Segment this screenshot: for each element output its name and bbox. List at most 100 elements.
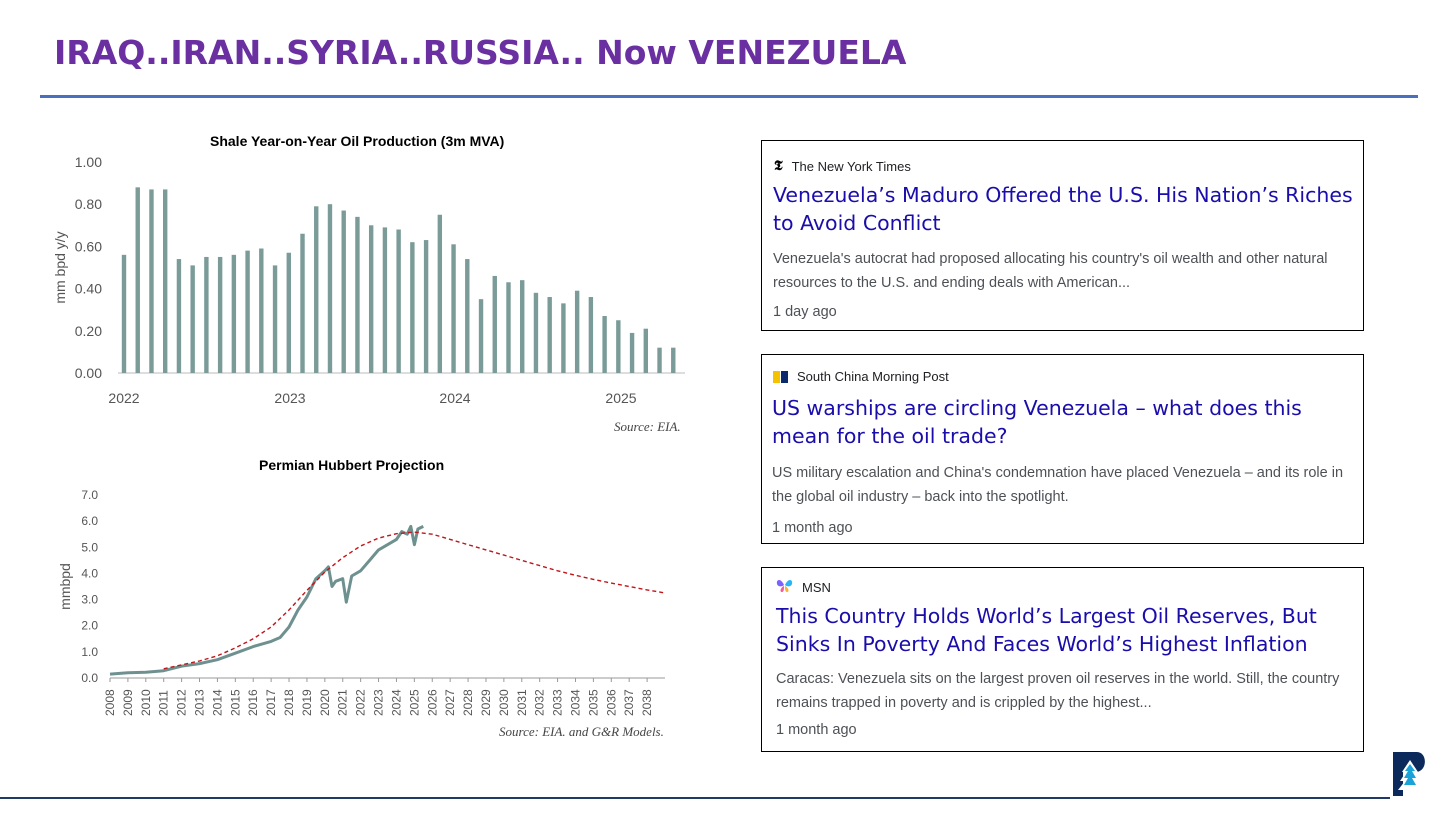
bar xyxy=(657,347,662,373)
x-tick-label: 2022 xyxy=(108,390,139,406)
age-text: 1 month ago xyxy=(776,722,857,738)
x-tick-label: 2012 xyxy=(175,689,189,716)
publisher-row: South China Morning Post xyxy=(773,369,949,384)
bar xyxy=(616,320,621,373)
x-tick-label: 2031 xyxy=(515,689,529,716)
y-tick-label: 0.0 xyxy=(81,671,98,685)
headline-link[interactable]: This Country Holds World’s Largest Oil R… xyxy=(776,604,1317,656)
bar xyxy=(259,248,264,373)
x-tick-label: 2008 xyxy=(103,689,117,716)
production-line xyxy=(109,524,424,676)
x-tick-label: 2018 xyxy=(282,689,296,716)
publisher-row: MSN xyxy=(776,578,831,596)
y-tick-label: 1.00 xyxy=(75,154,102,170)
y-tick-label: 0.60 xyxy=(75,238,102,254)
shale-chart-source: Source: EIA. xyxy=(614,419,681,434)
title-divider xyxy=(40,95,1418,98)
y-tick-label: 4.0 xyxy=(81,566,98,580)
y-axis-label: mm bpd y/y xyxy=(52,231,68,303)
y-tick-label: 1.0 xyxy=(81,645,98,659)
x-tick-label: 2009 xyxy=(121,689,135,716)
y-tick-label: 0.20 xyxy=(75,323,102,339)
x-tick-label: 2023 xyxy=(274,390,305,406)
age-text: 1 month ago xyxy=(772,520,853,536)
bar xyxy=(176,259,182,373)
bar xyxy=(286,252,291,373)
bar xyxy=(121,254,127,373)
x-tick-label: 2037 xyxy=(622,689,636,716)
x-tick-label: 2025 xyxy=(605,390,636,406)
bar xyxy=(588,297,594,373)
bar xyxy=(423,240,429,373)
projection-line xyxy=(163,531,666,670)
bar xyxy=(478,299,484,373)
bar xyxy=(451,244,456,373)
bar xyxy=(520,280,525,373)
x-tick-label: 2032 xyxy=(533,689,547,716)
bar xyxy=(368,225,374,373)
y-tick-label: 0.40 xyxy=(75,281,102,297)
x-tick-label: 2038 xyxy=(640,689,654,716)
headline-link[interactable]: US warships are circling Venezuela – wha… xyxy=(772,396,1302,448)
x-tick-label: 2035 xyxy=(586,689,600,716)
bar xyxy=(533,292,539,373)
x-tick-label: 2020 xyxy=(318,689,332,716)
headline-link[interactable]: Venezuela’s Maduro Offered the U.S. His … xyxy=(773,183,1353,235)
x-tick-label: 2023 xyxy=(372,689,386,716)
news-card-msn[interactable]: MSN This Country Holds World’s Largest O… xyxy=(761,567,1364,752)
x-tick-label: 2024 xyxy=(389,689,403,716)
permian-line-chart: 0.0 1.0 2.0 3.0 4.0 5.0 6.0 7.0 2008 2009 2010 2011… xyxy=(57,488,666,716)
x-tick-label: 2030 xyxy=(497,689,511,716)
y-axis-label: mmbpd xyxy=(57,563,73,610)
snippet-text: Venezuela's autocrat had proposed alloca… xyxy=(773,251,1328,291)
bar xyxy=(465,259,470,373)
bar xyxy=(314,206,319,373)
y-tick-label: 5.0 xyxy=(81,540,98,554)
bar xyxy=(149,189,154,373)
news-card-scmp[interactable]: South China Morning Post US warships are… xyxy=(761,354,1364,544)
bar xyxy=(300,233,305,373)
x-tick-label: 2027 xyxy=(443,689,457,716)
age-text: 1 day ago xyxy=(773,304,837,320)
bar xyxy=(245,250,250,373)
bar xyxy=(327,204,333,373)
x-tick-label: 2029 xyxy=(479,689,493,716)
bar xyxy=(643,328,649,373)
bar xyxy=(574,290,580,373)
bar xyxy=(190,265,195,373)
x-tick-label: 2025 xyxy=(407,689,421,716)
x-tick-label: 2016 xyxy=(246,689,260,716)
bar xyxy=(602,316,607,373)
y-tick-label: 3.0 xyxy=(81,593,98,607)
bar xyxy=(410,242,415,373)
publisher-name: The New York Times xyxy=(791,158,911,174)
x-tick-label: 2033 xyxy=(551,689,565,716)
bar xyxy=(162,189,168,373)
news-card-nyt[interactable]: 𝕿 The New York Times Venezuela’s Maduro … xyxy=(761,140,1364,331)
bar xyxy=(547,297,552,373)
bar xyxy=(561,303,566,373)
x-tick-label: 2021 xyxy=(336,689,350,716)
bar xyxy=(355,216,360,373)
x-tick-label: 2036 xyxy=(604,689,618,716)
bar xyxy=(671,347,676,373)
bar xyxy=(396,229,401,373)
bar xyxy=(382,227,388,373)
footer-divider xyxy=(0,797,1390,799)
page-title: IRAQ..IRAN..SYRIA..RUSSIA.. Now VENEZUEL… xyxy=(54,33,907,72)
publisher-name: South China Morning Post xyxy=(797,369,949,384)
bar xyxy=(135,187,140,373)
x-tick-label: 2024 xyxy=(439,390,470,406)
bar xyxy=(341,210,346,373)
publisher-row: 𝕿 The New York Times xyxy=(774,158,911,174)
scmp-logo-icon xyxy=(773,370,788,383)
bar xyxy=(272,265,278,373)
permian-chart-title: Permian Hubbert Projection xyxy=(259,457,445,473)
y-tick-label: 2.0 xyxy=(81,619,98,633)
x-tick-label: 2010 xyxy=(139,689,153,716)
x-tick-label: 2011 xyxy=(157,690,171,716)
y-tick-label: 7.0 xyxy=(81,488,98,502)
bar xyxy=(437,214,443,373)
bar xyxy=(204,256,209,373)
x-tick-label: 2022 xyxy=(354,689,368,716)
